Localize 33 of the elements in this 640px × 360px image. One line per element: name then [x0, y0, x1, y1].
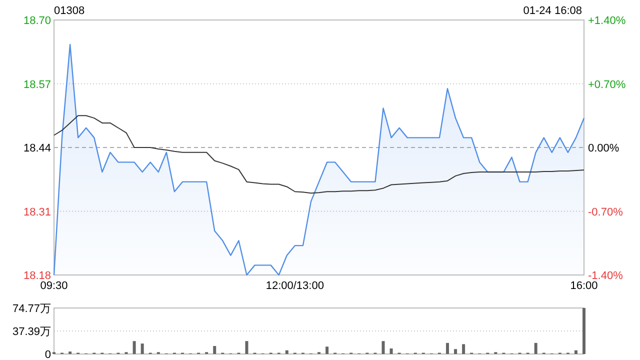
bar: [132, 341, 136, 354]
bar: [245, 341, 248, 354]
y-tick-label: 74.77万: [12, 303, 51, 315]
bar: [326, 346, 329, 354]
y2-tick-label: +1.40%: [588, 15, 626, 27]
text: 01-24 16:08: [523, 5, 582, 17]
x-tick-label: 16:00: [570, 280, 598, 292]
y-tick-label: 18.31: [23, 206, 51, 218]
y2-tick-label: 0.00%: [588, 142, 620, 154]
y2-tick-label: -1.40%: [588, 270, 624, 282]
x-tick-label: 09:30: [40, 280, 68, 292]
bar: [574, 350, 578, 354]
bar: [462, 344, 466, 354]
bar: [213, 346, 216, 354]
line-series: [54, 115, 584, 194]
bar: [390, 348, 393, 354]
y-tick-label: 18.18: [23, 270, 51, 282]
x-tick-label: 12:00/13:00: [266, 280, 324, 292]
y-tick-label: 18.57: [23, 78, 51, 91]
y-tick-label: 37.39万: [12, 326, 51, 338]
bar: [382, 341, 385, 354]
bar: [446, 342, 449, 354]
y-tick-label: 0: [44, 349, 51, 360]
y-tick-label: 18.70: [23, 15, 51, 27]
y-tick-label: 18.44: [23, 142, 51, 154]
bar: [454, 349, 458, 354]
bar: [582, 308, 586, 354]
bar: [285, 350, 288, 354]
bar: [140, 344, 144, 354]
y2-tick-label: +0.70%: [588, 78, 626, 91]
bar: [534, 342, 538, 354]
chart-title: 01308: [54, 5, 85, 17]
y2-tick-label: -0.70%: [588, 206, 624, 218]
